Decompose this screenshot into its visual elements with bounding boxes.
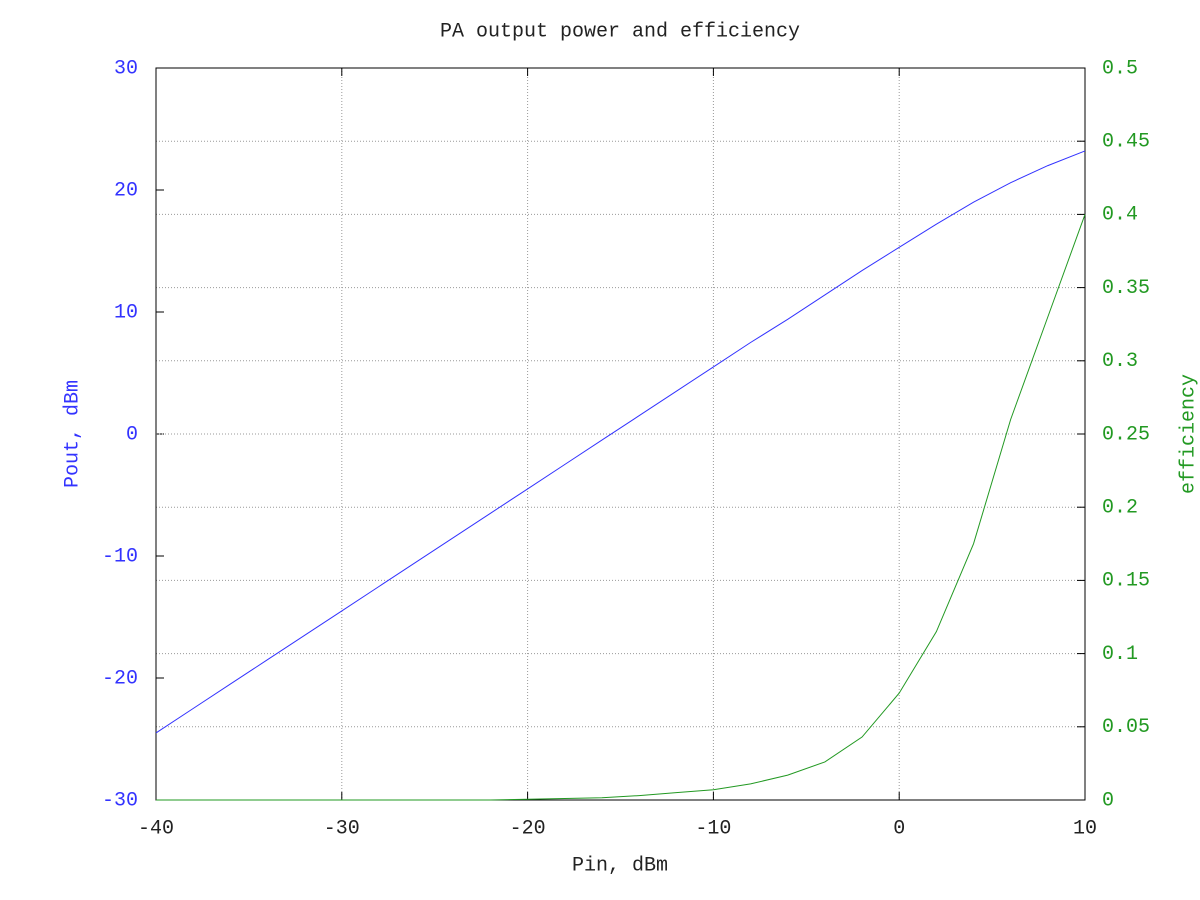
y2-axis-label: efficiency — [1177, 374, 1200, 494]
y2-tick-label: 0 — [1102, 789, 1114, 812]
y2-tick-label: 0.35 — [1102, 277, 1150, 300]
y-tick-label: -30 — [102, 789, 138, 812]
x-tick-label: -30 — [324, 817, 360, 840]
y2-tick-label: 0.05 — [1102, 716, 1150, 739]
y2-tick-label: 0.4 — [1102, 204, 1138, 227]
y2-tick-label: 0.45 — [1102, 130, 1150, 153]
x-tick-label: -40 — [138, 817, 174, 840]
series-line — [156, 214, 1086, 801]
y-tick-label: 30 — [114, 57, 138, 80]
x-tick-label: -20 — [510, 817, 546, 840]
y2-tick-label: 0.15 — [1102, 570, 1150, 593]
y-tick-label: -20 — [102, 667, 138, 690]
plot-frame — [155, 67, 1086, 801]
y2-tick-label: 0.2 — [1102, 496, 1138, 519]
x-tick-label: -10 — [695, 817, 731, 840]
y-tick-label: -10 — [102, 545, 138, 568]
x-tick-label: 0 — [893, 817, 905, 840]
y-tick-label: 0 — [126, 423, 138, 446]
y2-tick-label: 0.3 — [1102, 350, 1138, 373]
series-line — [155, 150, 1086, 734]
x-tick-label: 10 — [1073, 817, 1097, 840]
y-axis-label: Pout, dBm — [61, 380, 84, 488]
y-tick-label: 20 — [114, 179, 138, 202]
x-axis-label: Pin, dBm — [572, 854, 668, 877]
y2-tick-label: 0.1 — [1102, 643, 1138, 666]
y2-tick-label: 0.25 — [1102, 423, 1150, 446]
y-tick-label: 10 — [114, 301, 138, 324]
chart-title: PA output power and efficiency — [440, 20, 800, 43]
y2-tick-label: 0.5 — [1102, 57, 1138, 80]
